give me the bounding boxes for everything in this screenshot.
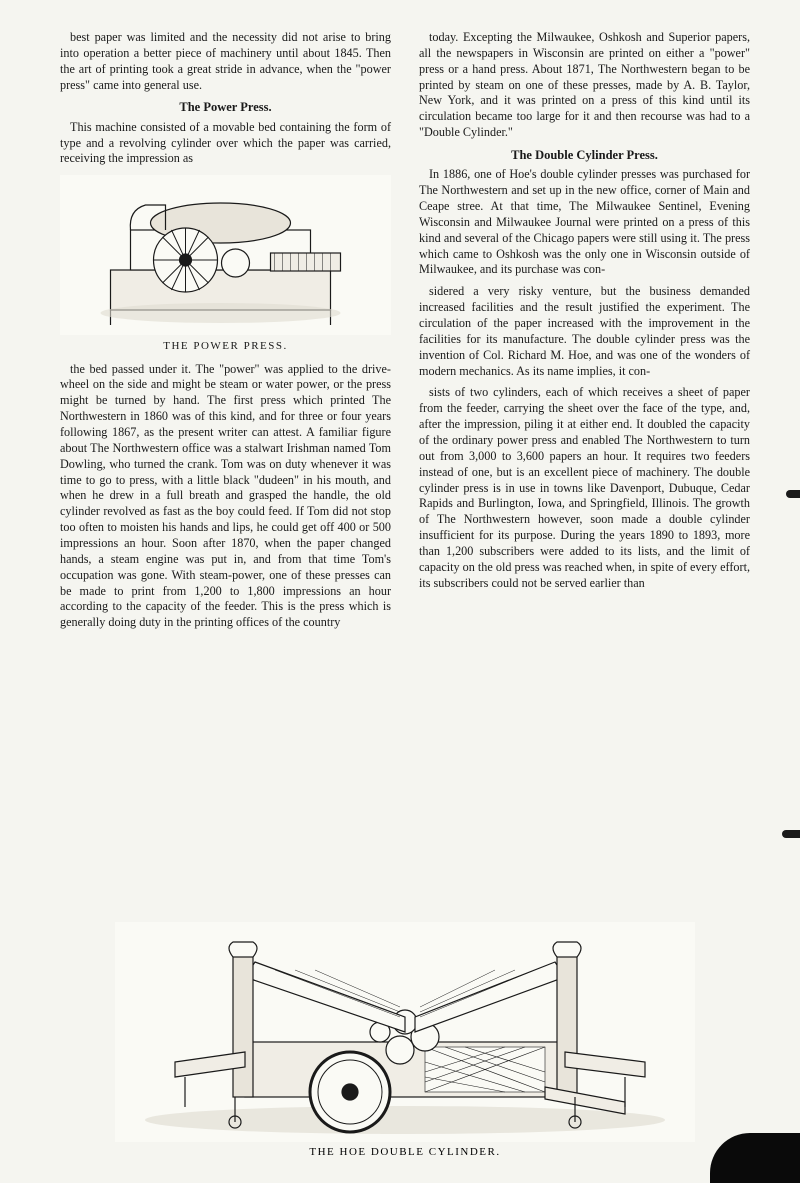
figure-power-press: THE POWER PRESS. (60, 175, 391, 353)
body-paragraph: This machine consisted of a movable bed … (60, 120, 391, 168)
figure-hoe-double-cylinder: THE HOE DOUBLE CYLINDER. (60, 922, 750, 1158)
body-paragraph: sidered a very risky venture, but the bu… (419, 284, 750, 379)
section-heading-power-press: The Power Press. (60, 99, 391, 115)
body-paragraph: the bed passed under it. The "power" was… (60, 362, 391, 632)
figure-caption: THE POWER PRESS. (60, 339, 391, 353)
figure-caption: THE HOE DOUBLE CYLINDER. (60, 1146, 750, 1158)
body-paragraph: best paper was limited and the necessity… (60, 30, 391, 93)
body-paragraph: sists of two cylinders, each of which re… (419, 385, 750, 591)
section-heading-double-cylinder: The Double Cylinder Press. (419, 147, 750, 163)
power-press-icon (60, 175, 391, 335)
power-press-engraving (60, 175, 391, 335)
right-column: today. Excepting the Milwaukee, Oshkosh … (419, 30, 750, 910)
body-paragraph: today. Excepting the Milwaukee, Oshkosh … (419, 30, 750, 141)
scan-artifact (782, 830, 800, 838)
left-column: best paper was limited and the necessity… (60, 30, 391, 910)
body-paragraph: In 1886, one of Hoe's double cylinder pr… (419, 167, 750, 278)
scan-artifact (786, 490, 800, 498)
hoe-press-icon (115, 922, 695, 1142)
two-column-layout: best paper was limited and the necessity… (60, 30, 750, 910)
newspaper-page: best paper was limited and the necessity… (0, 0, 800, 1183)
hoe-double-cylinder-engraving (115, 922, 695, 1142)
